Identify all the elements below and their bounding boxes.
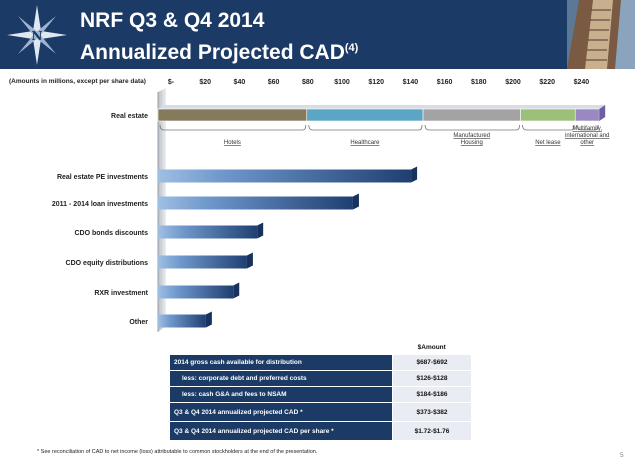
table-column-header: $Amount (417, 344, 446, 351)
table-row-label: Q3 & Q4 2014 annualized projected CAD pe… (170, 421, 393, 441)
segment-label: other (580, 140, 594, 146)
table-row-label: less: cash G&A and fees to NSAM (170, 386, 393, 403)
x-tick-label: $200 (505, 79, 521, 86)
segment-top (520, 105, 582, 109)
table-row: less: corporate debt and preferred costs… (170, 370, 471, 387)
page-title-line2-text: Annualized Projected CAD (80, 41, 345, 64)
page-title-line1: NRF Q3 & Q4 2014 (80, 9, 265, 32)
category-label-group: Real estate Real estate PE investments 201… (52, 113, 149, 326)
segment-top (575, 105, 606, 109)
table-row-label: less: corporate debt and preferred costs (170, 370, 393, 387)
segment-top (306, 105, 430, 109)
table-row: less: cash G&A and fees to NSAM $184-$18… (170, 386, 471, 403)
stacked-segment (574, 108, 600, 122)
bar-end-cap (411, 166, 418, 183)
segment-top (158, 105, 313, 109)
segment-label: Multifamily, (572, 126, 602, 132)
bar-end-cap (233, 282, 240, 299)
svg-text:N: N (32, 29, 43, 43)
bar (158, 225, 258, 239)
segment-bracket (522, 124, 575, 131)
table-row-value: $126-$128 (392, 370, 471, 387)
table-row: Q3 & Q4 2014 annualized projected CAD * … (170, 402, 471, 422)
table-row: 2014 gross cash available for distributi… (170, 355, 471, 371)
segment-bracket (424, 124, 520, 131)
table-row-label: 2014 gross cash available for distributi… (170, 355, 393, 371)
x-tick-label: $240 (574, 79, 590, 86)
segment-bracket (159, 124, 307, 131)
x-tick-label: $180 (471, 79, 487, 86)
bar (158, 169, 412, 183)
x-tick-label: $160 (437, 79, 453, 86)
category-label: CDO equity distributions (66, 260, 149, 267)
bar (158, 285, 234, 299)
bar-group (158, 166, 418, 328)
page-number: 5 (620, 452, 624, 459)
segment-top (423, 105, 527, 109)
stacked-segment (157, 108, 308, 122)
category-label: RXR investment (94, 290, 148, 297)
table-row-label: Q3 & Q4 2014 annualized projected CAD * (170, 402, 393, 422)
segment-label: Housing (461, 140, 483, 146)
x-tick-label: $220 (539, 79, 555, 86)
stacked-segment (422, 108, 521, 122)
page-title-line2: Annualized Projected CAD(4) (80, 36, 358, 65)
footnote: * See reconciliation of CAD to net incom… (37, 449, 318, 455)
bar (158, 255, 247, 269)
chart-side-wall (158, 88, 166, 332)
category-label: CDO bonds discounts (75, 230, 149, 237)
x-tick-label: $80 (302, 79, 314, 86)
x-tick-label: $100 (334, 79, 350, 86)
table-row-value: $184-$186 (392, 386, 471, 403)
x-tick-label: $- (168, 79, 175, 86)
stacked-segment (306, 108, 424, 122)
stacked-segment (520, 108, 576, 122)
segment-label: Healthcare (350, 140, 380, 146)
title-superscript: (4) (344, 42, 359, 54)
table-row: Q3 & Q4 2014 annualized projected CAD pe… (170, 421, 471, 441)
bar (158, 314, 206, 328)
x-tick-label: $120 (368, 79, 384, 86)
header-banner: N NRF Q3 & Q4 2014 Annualized Projected … (0, 0, 635, 69)
segment-label: Net lease (535, 140, 561, 146)
cad-bar-chart: $- $20 $40 $60 $80 $100 $120 $140 $160 $180 $200 $2… (52, 79, 609, 332)
segment-label: international and (565, 133, 609, 139)
building-photo (567, 0, 635, 69)
segment-bracket (308, 124, 423, 131)
category-label: Real estate PE investments (57, 174, 148, 181)
bar-end-cap (257, 222, 264, 239)
x-tick-label: $20 (199, 79, 211, 86)
table-row-value: $1.72-$1.76 (392, 421, 471, 441)
segment-bracket (576, 124, 599, 131)
table-row-value: $687-$692 (392, 355, 471, 371)
category-label: Other (129, 319, 148, 326)
segment-label: Manufactured (453, 133, 490, 139)
category-label: 2011 - 2014 loan investments (52, 201, 148, 208)
x-tick-group: $- $20 $40 $60 $80 $100 $120 $140 $160 $180 $200 $2… (168, 79, 589, 86)
bar-end-cap (205, 311, 212, 328)
cad-summary-table: $Amount 2014 gross cash available for di… (170, 340, 471, 441)
bar (158, 196, 353, 210)
table-row-value: $373-$382 (392, 402, 471, 422)
x-tick-label: $40 (234, 79, 246, 86)
bar-end-cap (246, 252, 253, 269)
x-tick-label: $60 (268, 79, 280, 86)
table-header-row: $Amount (170, 340, 471, 355)
table-header-blank (170, 340, 393, 355)
segment-label: Hotels (224, 140, 241, 146)
amounts-note: (Amounts in millions, except per share d… (9, 78, 146, 85)
category-label: Real estate (111, 113, 148, 120)
bar-end-cap (599, 105, 606, 121)
x-tick-label: $140 (403, 79, 419, 86)
bar-end-cap (352, 193, 359, 210)
compass-star-logo: N (4, 2, 70, 68)
